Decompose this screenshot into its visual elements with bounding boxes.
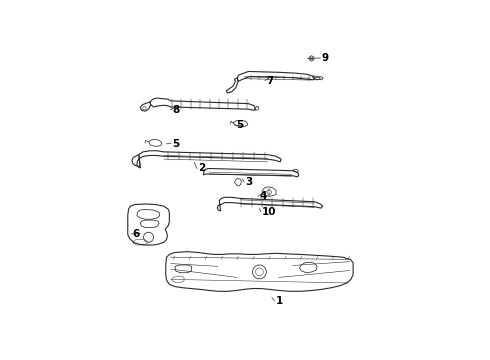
Text: 8: 8: [172, 105, 179, 115]
Text: 1: 1: [276, 296, 283, 306]
Text: 5: 5: [236, 120, 243, 130]
Text: 10: 10: [262, 207, 277, 217]
Text: 9: 9: [322, 53, 329, 63]
Text: 7: 7: [267, 76, 274, 86]
Text: 3: 3: [245, 177, 253, 187]
Text: 2: 2: [198, 163, 206, 174]
Text: 6: 6: [132, 229, 140, 239]
Text: 4: 4: [259, 191, 267, 201]
Text: 5: 5: [172, 139, 179, 149]
